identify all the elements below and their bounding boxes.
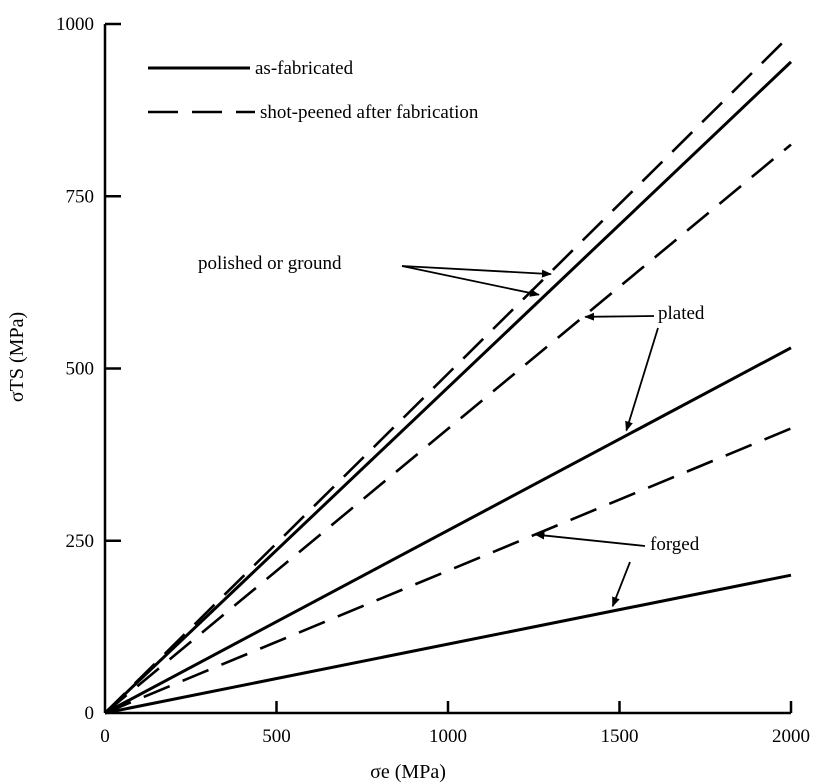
y-tick-label: 1000 bbox=[56, 14, 94, 35]
x-tick-label: 500 bbox=[262, 726, 291, 747]
y-tick-label: 500 bbox=[66, 359, 95, 380]
dashed-series-line bbox=[104, 143, 792, 715]
legend-label: as-fabricated bbox=[255, 58, 354, 79]
ticks: 0 500 1000 1500 2000 0 250 500 750 1000 bbox=[56, 14, 810, 747]
solid-series-line bbox=[103, 60, 793, 715]
dashed-series-line bbox=[104, 33, 792, 714]
annotation-label: plated bbox=[658, 303, 705, 324]
annotations: polished or ground plated forged bbox=[198, 253, 705, 608]
axis-labels: σe (MPa) σTS (MPa) bbox=[6, 312, 446, 783]
x-tick-label: 2000 bbox=[772, 726, 810, 747]
annotation-arrow bbox=[401, 265, 540, 297]
annotation-arrow bbox=[534, 531, 646, 547]
annotation-arrow bbox=[625, 327, 659, 432]
annotation-arrow bbox=[584, 312, 655, 321]
annotation-label: forged bbox=[650, 534, 700, 555]
x-tick-label: 1500 bbox=[601, 726, 639, 747]
annotation-arrow bbox=[611, 561, 631, 608]
y-tick-label: 0 bbox=[85, 703, 95, 724]
dashed-series-line bbox=[104, 427, 792, 715]
x-axis-label: σe (MPa) bbox=[370, 761, 446, 783]
annotation-arrow bbox=[401, 265, 552, 278]
solid-series-line bbox=[104, 573, 792, 715]
legend-label: shot-peened after fabrication bbox=[260, 102, 479, 123]
x-tick-label: 0 bbox=[100, 726, 110, 747]
legend: as-fabricated shot-peened after fabricati… bbox=[148, 58, 479, 123]
series bbox=[103, 33, 793, 715]
annotation-label: polished or ground bbox=[198, 253, 342, 274]
x-tick-label: 1000 bbox=[429, 726, 467, 747]
y-tick-label: 750 bbox=[66, 186, 95, 207]
y-axis-label: σTS (MPa) bbox=[6, 312, 28, 402]
solid-series-line bbox=[104, 346, 792, 715]
y-tick-label: 250 bbox=[66, 531, 95, 552]
